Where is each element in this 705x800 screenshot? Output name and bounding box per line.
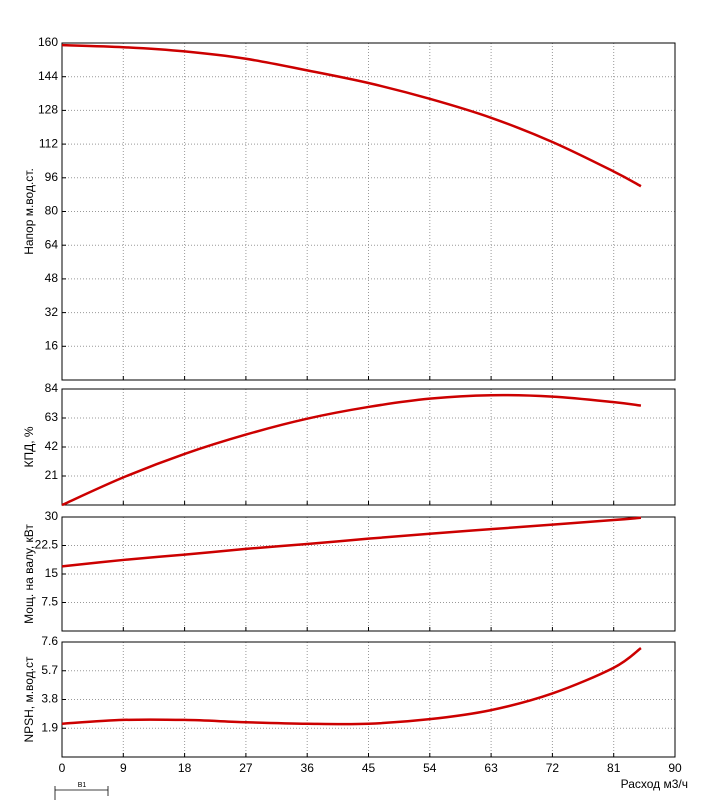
- y-tick-label: 32: [45, 305, 59, 319]
- plot-frame: [61, 388, 676, 506]
- y-tick-label: 128: [38, 103, 58, 117]
- x-tick-label: 63: [484, 761, 498, 775]
- x-tick-label: 9: [120, 761, 127, 775]
- x-tick-label: 0: [59, 761, 66, 775]
- x-tick-label: 54: [423, 761, 437, 775]
- x-tick-label: 27: [239, 761, 253, 775]
- y-tick-label: 64: [45, 237, 59, 251]
- y-axis-label: КПД, %: [22, 426, 36, 467]
- curve: [61, 43, 642, 188]
- x-tick-label: 72: [546, 761, 560, 775]
- y-tick-label: 144: [38, 69, 58, 83]
- curve: [61, 516, 642, 568]
- y-tick-label: 22.5: [35, 538, 59, 552]
- x-tick-label: 36: [301, 761, 315, 775]
- y-tick-label: 30: [45, 509, 59, 523]
- y-axis-label: NPSH, м.вод.ст: [22, 656, 36, 743]
- curve: [61, 393, 642, 507]
- y-tick-label: 48: [45, 271, 59, 285]
- y-tick-label: 3.8: [41, 692, 58, 706]
- y-tick-label: 80: [45, 204, 59, 218]
- x-tick-label: 90: [668, 761, 682, 775]
- y-tick-label: 5.7: [41, 663, 58, 677]
- y-tick-label: 21: [45, 468, 59, 482]
- x-tick-label: 45: [362, 761, 376, 775]
- x-axis-label: Расход м3/ч: [621, 777, 688, 791]
- y-tick-label: 160: [38, 35, 58, 49]
- y-tick-label: 96: [45, 170, 59, 184]
- x-tick-label: 18: [178, 761, 192, 775]
- y-axis-label: Напор м.вод.ст.: [22, 168, 36, 255]
- plot-frame: [61, 641, 676, 758]
- curve: [61, 647, 642, 726]
- y-tick-label: 7.6: [41, 634, 58, 648]
- y-tick-label: 16: [45, 338, 59, 352]
- y-tick-label: 42: [45, 439, 59, 453]
- plot-frame: [61, 42, 676, 381]
- y-tick-label: 63: [45, 410, 59, 424]
- y-axis-label: Мощ. на валу, кВт: [22, 524, 36, 624]
- y-tick-label: 112: [39, 136, 58, 150]
- plot-frame: [61, 516, 676, 632]
- y-tick-label: 7.5: [41, 595, 58, 609]
- y-tick-label: 84: [45, 381, 59, 395]
- x-tick-label: 81: [607, 761, 621, 775]
- y-tick-label: 15: [45, 566, 59, 580]
- marker-label: В1: [78, 782, 87, 789]
- y-tick-label: 1.9: [41, 720, 58, 734]
